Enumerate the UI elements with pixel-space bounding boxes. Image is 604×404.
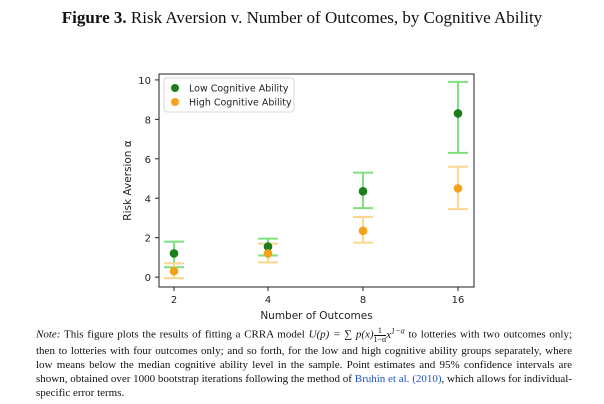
data-point [263, 249, 273, 258]
note-exponent: x1−α [386, 326, 405, 341]
note-frac-num: 1 [373, 326, 387, 336]
legend-label: High Cognitive Ability [189, 98, 292, 109]
y-tick-label: 8 [145, 115, 151, 126]
data-point [169, 249, 179, 258]
y-tick-label: 4 [145, 194, 151, 205]
y-tick-label: 6 [145, 155, 151, 166]
x-tick-label: 8 [360, 295, 366, 306]
y-tick-label: 10 [138, 76, 151, 87]
figure-caption: Figure 3. Risk Aversion v. Number of Out… [0, 8, 604, 28]
note-label: Note: [36, 328, 61, 341]
note-model-formula: U(p) = ∑ p(x) [308, 328, 374, 341]
x-axis-label: Number of Outcomes [260, 310, 372, 320]
x-tick-label: 2 [171, 295, 177, 306]
figure-title: Risk Aversion v. Number of Outcomes, by … [130, 8, 543, 27]
y-tick-label: 2 [145, 234, 151, 245]
data-point [263, 242, 273, 251]
plot-frame [158, 73, 475, 288]
note-text-1: This figure plots the results of fitting… [64, 328, 305, 341]
data-point [169, 266, 179, 276]
note-text-3: , which allows for individual-specific e… [36, 372, 573, 399]
legend: Low Cognitive Ability High Cognitive Abil… [163, 77, 295, 113]
note-text-2: to lotteries with two outcomes only; the… [36, 328, 572, 385]
citation-link[interactable]: Bruhin et al. (2010) [354, 372, 442, 385]
note-frac-den: 1−α [373, 334, 387, 344]
legend-marker [171, 84, 179, 92]
y-axis-label: Risk Aversion α [122, 140, 134, 220]
x-tick-label: 16 [452, 295, 465, 306]
data-point [453, 109, 463, 118]
y-tick-label: 0 [145, 273, 151, 284]
legend-label: Low Cognitive Ability [189, 84, 289, 95]
legend-marker [171, 98, 179, 106]
risk-aversion-chart: 0 2 4 6 8 10 2 4 8 16 Number of Outcomes Risk Avers… [122, 73, 475, 320]
x-tick-label: 4 [265, 295, 271, 306]
data-point [453, 184, 463, 193]
data-point [358, 226, 368, 236]
data-point [358, 187, 368, 196]
figure-label: Figure 3. [61, 8, 127, 27]
legend-box [163, 77, 295, 113]
note-fraction: 1 1−α [373, 326, 387, 344]
figure-note: Note: This figure plots the results of f… [36, 324, 572, 400]
